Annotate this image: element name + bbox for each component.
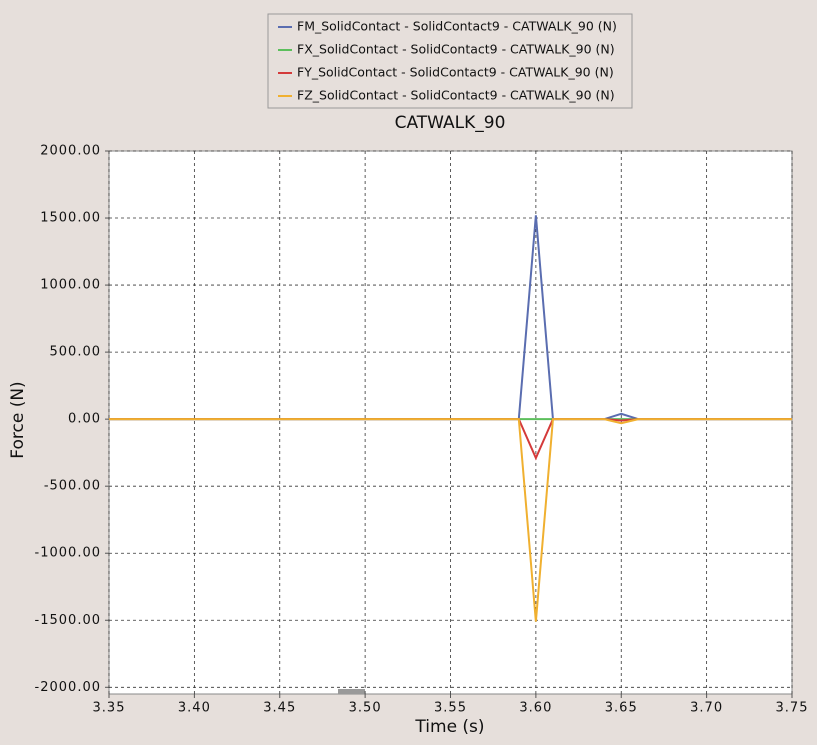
- legend-label: FM_SolidContact - SolidContact9 - CATWAL…: [297, 19, 617, 34]
- y-tick-label: 0.00: [68, 412, 101, 427]
- y-tick-label: -1000.00: [35, 546, 101, 561]
- x-tick-label: 3.40: [178, 701, 211, 716]
- legend-label: FX_SolidContact - SolidContact9 - CATWAL…: [297, 42, 615, 57]
- x-axis-label: Time (s): [414, 717, 484, 737]
- x-tick-label: 3.75: [776, 701, 809, 716]
- x-tick-label: 3.70: [690, 701, 723, 716]
- legend-box: [267, 13, 633, 109]
- y-tick-label: -2000.00: [35, 680, 101, 695]
- x-tick-label: 3.35: [93, 701, 126, 716]
- scrollbar: [338, 689, 365, 694]
- legend-label: FY_SolidContact - SolidContact9 - CATWAL…: [297, 65, 614, 80]
- x-tick-label: 3.45: [263, 701, 296, 716]
- y-tick-label: 2000.00: [40, 144, 101, 159]
- y-tick-label: -1500.00: [35, 613, 101, 628]
- x-tick-label: 3.65: [605, 701, 638, 716]
- y-tick-label: 1000.00: [40, 278, 101, 293]
- x-tick-label: 3.50: [349, 701, 382, 716]
- chart-title: CATWALK_90: [395, 113, 506, 133]
- y-tick-label: -500.00: [44, 479, 101, 494]
- legend-label: FZ_SolidContact - SolidContact9 - CATWAL…: [297, 88, 615, 103]
- y-axis-label: Force (N): [8, 381, 28, 458]
- y-tick-label: 1500.00: [40, 211, 101, 226]
- x-tick-label: 3.60: [519, 701, 552, 716]
- series-line: [109, 418, 792, 622]
- x-tick-label: 3.55: [434, 701, 467, 716]
- y-tick-label: 500.00: [50, 345, 102, 360]
